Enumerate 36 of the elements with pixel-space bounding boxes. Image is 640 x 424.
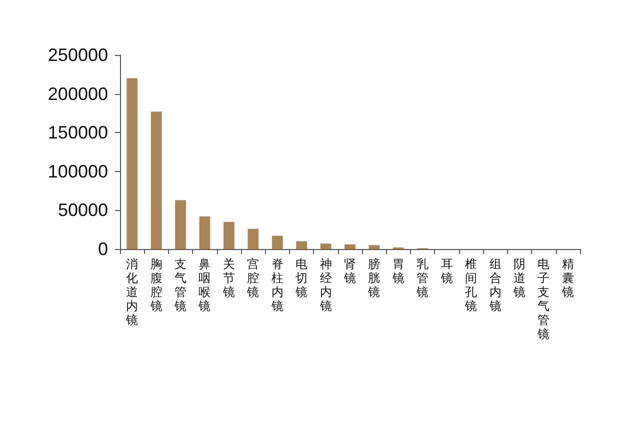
bar [175, 200, 186, 249]
x-tick-label: 阴道镜 [512, 257, 526, 299]
x-tick-label: 胃镜 [391, 257, 404, 285]
bar [368, 245, 380, 249]
x-tick-label: 鼻咽喉镜 [198, 257, 211, 313]
x-tick-label: 消化道内镜 [125, 257, 138, 327]
bar [199, 216, 210, 249]
bar [296, 241, 308, 249]
y-tick-label: 200000 [48, 84, 108, 104]
x-tick-label: 电子支气管镜 [536, 257, 550, 341]
y-tick-label: 50000 [58, 200, 108, 220]
x-tick-label: 精囊镜 [560, 257, 574, 299]
x-tick-label: 宫腔镜 [246, 257, 260, 299]
x-tick-label: 神经内镜 [318, 257, 332, 313]
y-tick-label: 150000 [48, 122, 108, 143]
x-tick-label: 脊柱内镜 [270, 257, 284, 313]
bar [272, 236, 283, 249]
y-tick-label: 0 [98, 239, 108, 259]
x-tick-label: 关节镜 [222, 257, 235, 299]
bar [224, 222, 234, 249]
x-tick-label: 支气管镜 [174, 257, 187, 313]
bar [344, 244, 356, 249]
x-tick-label: 乳管镜 [416, 257, 429, 299]
bar [150, 112, 162, 249]
x-tick-label: 组合内镜 [488, 257, 502, 313]
x-tick-label: 耳镜 [440, 257, 453, 285]
y-tick-label: 250000 [48, 45, 108, 65]
x-tick-label: 电切镜 [294, 257, 308, 299]
bar [126, 78, 138, 249]
x-tick-label: 肾镜 [343, 257, 356, 285]
bar [248, 228, 259, 249]
x-tick-label: 椎间孔镜 [464, 257, 478, 313]
bar [320, 244, 332, 249]
y-tick-label: 100000 [48, 161, 108, 182]
x-tick-label: 胸腹腔镜 [149, 257, 162, 313]
x-tick-label: 膀胱镜 [367, 257, 380, 299]
